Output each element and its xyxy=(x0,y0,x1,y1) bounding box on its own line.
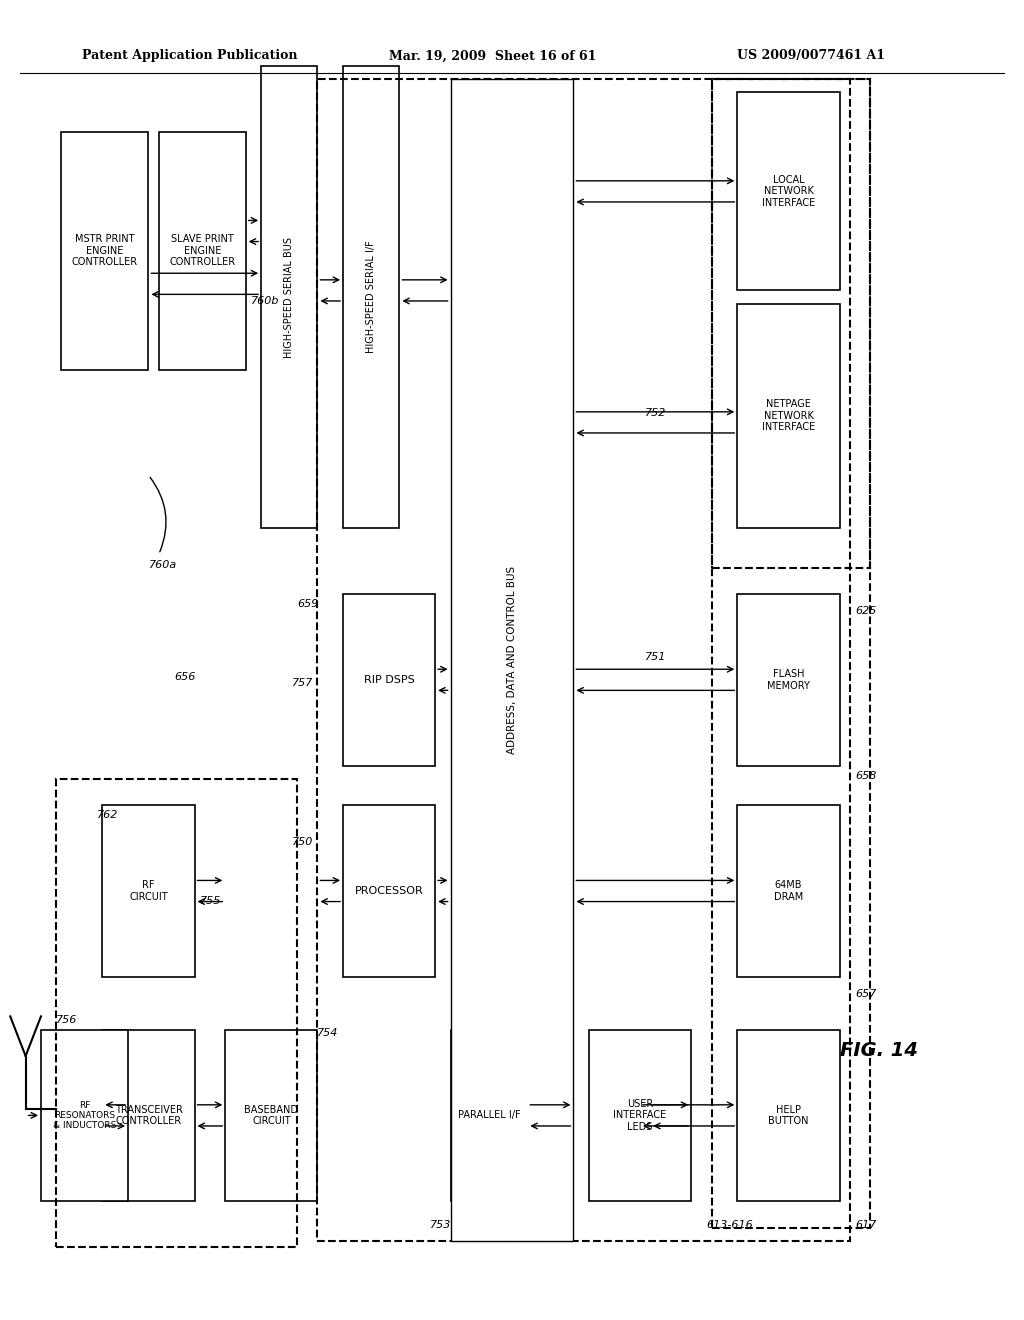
Text: RIP DSPS: RIP DSPS xyxy=(364,675,415,685)
FancyBboxPatch shape xyxy=(159,132,246,370)
Text: SLAVE PRINT
ENGINE
CONTROLLER: SLAVE PRINT ENGINE CONTROLLER xyxy=(169,234,236,268)
Text: 750: 750 xyxy=(292,837,313,847)
FancyBboxPatch shape xyxy=(102,805,195,977)
Text: Mar. 19, 2009  Sheet 16 of 61: Mar. 19, 2009 Sheet 16 of 61 xyxy=(389,49,597,62)
Text: 64MB
DRAM: 64MB DRAM xyxy=(774,880,803,902)
Text: MSTR PRINT
ENGINE
CONTROLLER: MSTR PRINT ENGINE CONTROLLER xyxy=(72,234,138,268)
FancyBboxPatch shape xyxy=(737,594,840,766)
Text: 760b: 760b xyxy=(251,296,280,306)
Text: PARALLEL I/F: PARALLEL I/F xyxy=(458,1110,520,1121)
FancyBboxPatch shape xyxy=(451,79,573,1241)
Text: Patent Application Publication: Patent Application Publication xyxy=(82,49,297,62)
Text: HELP
BUTTON: HELP BUTTON xyxy=(768,1105,809,1126)
Text: US 2009/0077461 A1: US 2009/0077461 A1 xyxy=(737,49,886,62)
FancyBboxPatch shape xyxy=(737,805,840,977)
FancyBboxPatch shape xyxy=(737,1030,840,1201)
Text: 613-616: 613-616 xyxy=(707,1220,754,1230)
Text: FLASH
MEMORY: FLASH MEMORY xyxy=(767,669,810,690)
Text: RF
CIRCUIT: RF CIRCUIT xyxy=(129,880,168,902)
Text: LOCAL
NETWORK
INTERFACE: LOCAL NETWORK INTERFACE xyxy=(762,174,815,209)
Text: 755: 755 xyxy=(200,896,221,907)
FancyBboxPatch shape xyxy=(343,594,435,766)
FancyBboxPatch shape xyxy=(261,66,317,528)
Text: 752: 752 xyxy=(645,408,667,418)
FancyBboxPatch shape xyxy=(61,132,148,370)
Text: 659: 659 xyxy=(297,599,318,610)
FancyBboxPatch shape xyxy=(451,1030,527,1201)
Text: 754: 754 xyxy=(317,1028,339,1039)
FancyBboxPatch shape xyxy=(41,1030,128,1201)
Text: ADDRESS, DATA AND CONTROL BUS: ADDRESS, DATA AND CONTROL BUS xyxy=(507,566,517,754)
Text: BASEBAND
CIRCUIT: BASEBAND CIRCUIT xyxy=(245,1105,298,1126)
Text: 760a: 760a xyxy=(148,560,177,570)
FancyBboxPatch shape xyxy=(737,304,840,528)
FancyBboxPatch shape xyxy=(737,92,840,290)
Text: 757: 757 xyxy=(292,678,313,689)
Text: 658: 658 xyxy=(855,771,877,781)
Text: 656: 656 xyxy=(174,672,196,682)
FancyBboxPatch shape xyxy=(225,1030,317,1201)
Text: 617: 617 xyxy=(855,1220,877,1230)
Text: PROCESSOR: PROCESSOR xyxy=(354,886,424,896)
FancyBboxPatch shape xyxy=(589,1030,691,1201)
Text: 753: 753 xyxy=(430,1220,452,1230)
Text: TRANSCEIVER
CONTROLLER: TRANSCEIVER CONTROLLER xyxy=(115,1105,182,1126)
Text: 625: 625 xyxy=(855,606,877,616)
Text: USER
INTERFACE
LEDS: USER INTERFACE LEDS xyxy=(613,1098,667,1133)
Text: 762: 762 xyxy=(97,810,119,821)
Text: HIGH-SPEED SERIAL BUS: HIGH-SPEED SERIAL BUS xyxy=(285,236,294,358)
Text: 751: 751 xyxy=(645,652,667,663)
Text: RF
RESONATORS
& INDUCTORS: RF RESONATORS & INDUCTORS xyxy=(53,1101,116,1130)
Text: NETPAGE
NETWORK
INTERFACE: NETPAGE NETWORK INTERFACE xyxy=(762,399,815,433)
Text: 657: 657 xyxy=(855,989,877,999)
FancyBboxPatch shape xyxy=(343,66,399,528)
Text: HIGH-SPEED SERIAL I/F: HIGH-SPEED SERIAL I/F xyxy=(367,240,376,354)
Text: 756: 756 xyxy=(56,1015,78,1026)
FancyBboxPatch shape xyxy=(102,1030,195,1201)
Text: FIG. 14: FIG. 14 xyxy=(840,1041,918,1060)
FancyBboxPatch shape xyxy=(343,805,435,977)
